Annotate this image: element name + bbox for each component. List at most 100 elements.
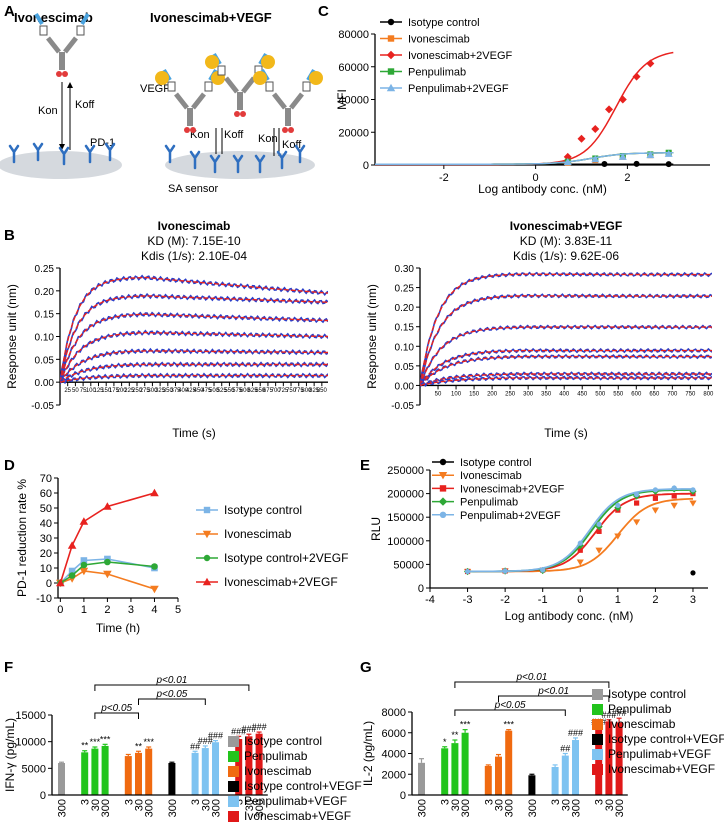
y-tick-label: 8000 <box>382 707 406 719</box>
sensorgram-fit <box>60 374 328 383</box>
bar <box>615 722 623 795</box>
legend-swatch <box>592 719 603 730</box>
y-tick-label: 0 <box>40 790 46 802</box>
significance-mark: ### <box>568 728 583 738</box>
pd1-receptor-icon <box>8 144 20 164</box>
x-tick-label: 300 <box>417 799 429 817</box>
x-tick-label: 600 <box>240 388 251 394</box>
antibody-tip-icon <box>162 68 218 82</box>
data-point <box>79 517 89 525</box>
legend-swatch <box>592 749 603 760</box>
antibody-fc-icon <box>59 52 65 70</box>
x-tick-label: 3 <box>128 604 134 616</box>
legend-swatch <box>592 734 603 745</box>
data-point <box>68 572 76 579</box>
x-tick-label: 375 <box>171 388 182 394</box>
data-point <box>690 570 696 576</box>
x-tick-label: -1 <box>538 594 548 606</box>
significance-bracket <box>138 698 206 705</box>
x-tick-label: 300 <box>523 391 534 397</box>
pd1-receptor-icon <box>189 150 201 170</box>
sensorgram-fit <box>60 331 328 383</box>
antibody-red-domain-icon <box>62 71 68 77</box>
x-tick-label: 300 <box>211 799 223 817</box>
legend-label: Penpulimab+2VEGF <box>460 510 561 522</box>
sensorgram-fit <box>60 313 328 383</box>
antibody-tip-icon <box>260 68 316 82</box>
panel-c: C <box>318 3 329 20</box>
p-value-label: p<0.01 <box>155 675 187 686</box>
sensorgram-trace <box>60 361 328 385</box>
legend-label: Ivonescimab+2VEGF <box>224 575 338 589</box>
x-tick-label: 1 <box>615 594 621 606</box>
p-value-label: p<0.01 <box>537 686 569 697</box>
kon-label-right-2: Kon <box>258 133 278 145</box>
sensor-left <box>0 151 122 179</box>
y-axis-label: RLU <box>369 517 383 541</box>
sensorgram-fit <box>420 377 712 387</box>
data-point <box>605 105 614 114</box>
x-tick-label: 300 <box>144 799 156 817</box>
sensorgram-trace <box>60 372 328 385</box>
y-tick-label: 20 <box>40 548 52 560</box>
antibody-red-domain-icon <box>190 127 196 133</box>
sensorgram-trace <box>60 274 328 383</box>
data-point <box>634 500 640 506</box>
y-axis-label: Response unit (nm) <box>365 284 379 389</box>
x-tick-label: 100 <box>451 391 462 397</box>
panel-b-letter: B <box>4 227 15 244</box>
y-tick-label: 0.10 <box>395 342 415 353</box>
pd1-receptor-icon <box>164 144 176 164</box>
chart-d: -10 0 10 20 30 40 50 60 70 0 1 2 3 4 5 Time (h) PD-1 red… <box>15 473 348 635</box>
legend-label: Ivonescimab <box>224 527 292 541</box>
legend-swatch <box>592 704 603 715</box>
pd1-receptor-icon <box>58 146 70 166</box>
significance-mark: * <box>443 737 447 747</box>
x-tick-label: 225 <box>124 388 135 394</box>
x-tick-label: 300 <box>504 799 516 817</box>
kon-label-left: Kon <box>38 105 58 117</box>
y-tick-label: 0.25 <box>35 264 55 275</box>
antibody-tip-icon <box>34 12 90 26</box>
x-tick-label: 800 <box>301 388 312 394</box>
antibody-tip-icon <box>212 52 268 66</box>
y-tick-label: 50 <box>40 503 52 515</box>
y-tick-label: 80000 <box>338 29 369 41</box>
panel-a-title-right: Ivonescimab+VEGF <box>150 10 272 25</box>
x-tick-label: 75 <box>80 388 87 394</box>
x-tick-label: 850 <box>317 388 328 394</box>
legend-marker <box>387 18 395 26</box>
x-tick-label: 125 <box>93 388 104 394</box>
antibody-domain-icon <box>302 81 311 92</box>
significance-mark: *** <box>100 734 111 744</box>
legend-label: Isotype control+2VEGF <box>224 551 348 565</box>
x-tick-label: 700 <box>271 388 282 394</box>
x-tick-label: 50 <box>72 388 79 394</box>
x-axis-label: Log antibody conc. (nM) <box>478 182 607 196</box>
x-tick-label: 2 <box>104 604 110 616</box>
significance-mark: *** <box>503 720 514 730</box>
x-tick-label: 450 <box>194 388 205 394</box>
significance-mark: ### <box>612 708 627 718</box>
legend-label: Ivonescimab+2VEGF <box>408 50 513 62</box>
x-tick-label: 30 <box>134 799 146 811</box>
data-point <box>577 540 583 546</box>
data-point <box>614 533 622 540</box>
pd1-receptor-icon <box>32 142 44 162</box>
sensor-right <box>165 151 315 179</box>
data-point <box>80 561 88 569</box>
pd1-receptor-icon <box>104 142 116 162</box>
curves <box>420 271 712 388</box>
data-point <box>670 502 678 509</box>
data-point <box>664 149 673 157</box>
x-tick-label: 3 <box>440 799 452 805</box>
curves <box>60 274 328 385</box>
data-point <box>633 160 640 167</box>
sensorgram-fit <box>60 276 328 383</box>
x-tick-label: 150 <box>101 388 112 394</box>
y-tick-label: 50000 <box>393 559 424 571</box>
sensorgram-fit <box>420 273 712 386</box>
y-tick-label: 100000 <box>387 536 424 548</box>
x-tick-label: 100 <box>86 388 97 394</box>
x-tick-label: 325 <box>155 388 166 394</box>
